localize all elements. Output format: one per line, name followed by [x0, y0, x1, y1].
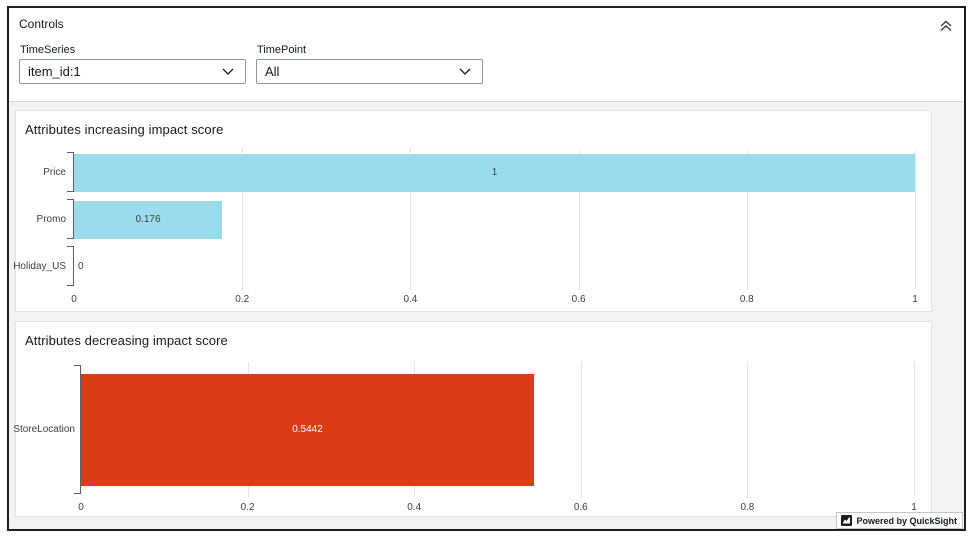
- chevron-down-icon: [458, 67, 472, 76]
- controls-title: Controls: [19, 17, 64, 31]
- powered-by-text: Powered by QuickSight: [856, 515, 957, 526]
- x-tick-label: 0.4: [403, 294, 418, 305]
- y-axis-bracket: [67, 199, 74, 239]
- chart-card-increasing-impact: Attributes increasing impact score Price…: [13, 110, 932, 312]
- gridline: [242, 149, 244, 290]
- x-tick-label: 1: [912, 294, 918, 305]
- y-axis-bracket: [67, 152, 74, 192]
- chevron-down-icon: [221, 67, 235, 76]
- chevrons-up-icon: [938, 20, 954, 36]
- gridline: [746, 149, 748, 290]
- gridline: [747, 362, 749, 498]
- chart-plot: Price 1 Promo 0.176 Holiday_US 0 0 0.2 0.4 0.6 0.8…: [13, 111, 931, 311]
- x-tick-label: 0.6: [573, 502, 588, 513]
- category-label: Promo: [36, 214, 66, 225]
- bar-value-label: 0.5442: [292, 424, 323, 435]
- bar-Promo[interactable]: [74, 200, 222, 239]
- gridline: [578, 149, 580, 290]
- gridline: [410, 149, 412, 290]
- bar-value-label: 0.176: [135, 213, 161, 225]
- timepoint-dropdown[interactable]: All: [256, 59, 483, 84]
- collapse-controls-button[interactable]: [937, 18, 955, 34]
- filter-label: TimePoint: [257, 44, 307, 56]
- chart-card-decreasing-impact: Attributes decreasing impact score Store…: [13, 321, 932, 517]
- gridline: [580, 362, 582, 498]
- y-axis-bracket: [74, 365, 81, 494]
- category-label: Price: [43, 167, 66, 178]
- x-tick-label: 0.6: [571, 294, 586, 305]
- y-axis-bracket: [67, 246, 74, 286]
- x-tick-label: 0.2: [235, 294, 250, 305]
- x-tick-label: 0.2: [240, 502, 255, 513]
- timeseries-dropdown[interactable]: item_id:1: [19, 59, 246, 84]
- x-tick-label: 0.8: [740, 502, 755, 513]
- dropdown-value: item_id:1: [28, 64, 81, 79]
- gridline: [914, 362, 915, 498]
- dropdown-value: All: [265, 64, 280, 79]
- x-tick-label: 0.4: [407, 502, 422, 513]
- bar-StoreLocation[interactable]: [81, 374, 534, 486]
- chart-title: Attributes increasing impact score: [25, 122, 224, 137]
- chart-title: Attributes decreasing impact score: [25, 333, 228, 348]
- x-tick-label: 0: [78, 502, 84, 513]
- bar-Price[interactable]: [74, 153, 915, 192]
- x-tick-label: 1: [911, 502, 917, 513]
- powered-by-quicksight-badge[interactable]: Powered by QuickSight: [836, 512, 963, 529]
- bar-value-label: 1: [491, 166, 498, 178]
- x-tick-label: 0: [71, 294, 77, 305]
- filter-label: TimeSeries: [20, 44, 76, 56]
- chart-plot: StoreLocation 0.5442 0 0.2 0.4 0.6 0.8 1: [13, 322, 931, 516]
- dashboard-frame: Controls TimeSeries item_id:1: [7, 6, 966, 531]
- x-tick-label: 0.8: [739, 294, 754, 305]
- controls-panel: Controls TimeSeries item_id:1: [9, 8, 964, 102]
- category-label: StoreLocation: [13, 424, 75, 435]
- bar-value-label: 0: [78, 261, 84, 272]
- gridline: [915, 149, 916, 290]
- category-label: Holiday_US: [13, 261, 66, 272]
- quicksight-logo-icon: [841, 515, 853, 526]
